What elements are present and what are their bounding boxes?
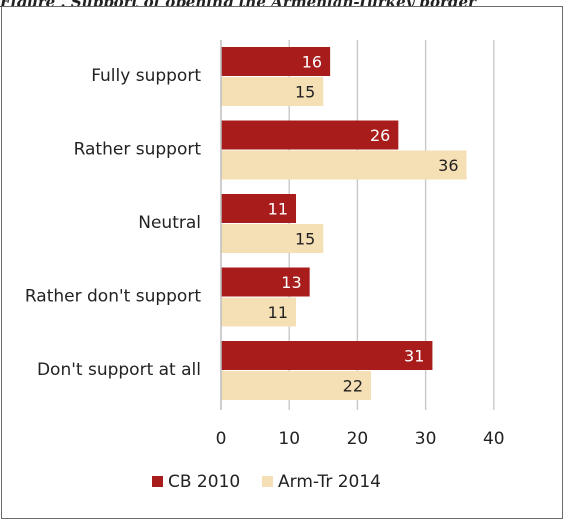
data-label-cb2010-0: 16 xyxy=(302,53,322,72)
bar-cb2010-2 xyxy=(221,194,297,223)
category-label-0: Fully support xyxy=(91,66,201,86)
data-label-cb2010-3: 13 xyxy=(281,273,301,292)
category-label-1: Rather support xyxy=(74,140,202,160)
legend-swatch-cb2010 xyxy=(152,476,163,487)
data-label-armtr2014-3: 11 xyxy=(268,303,288,322)
bar-cb2010-0 xyxy=(221,47,331,76)
bar-armtr2014-2 xyxy=(221,224,324,253)
data-label-armtr2014-2: 15 xyxy=(295,230,315,249)
data-label-cb2010-4: 31 xyxy=(404,347,424,366)
x-tick-label-40: 40 xyxy=(483,429,505,449)
category-label-2: Neutral xyxy=(138,213,201,233)
data-label-cb2010-1: 26 xyxy=(370,126,390,145)
bar-armtr2014-3 xyxy=(221,297,297,327)
legend-swatch-armtr2014 xyxy=(262,476,273,487)
bar-cb2010-1 xyxy=(221,120,399,150)
category-label-4: Don't support at all xyxy=(37,360,201,380)
bar-armtr2014-1 xyxy=(221,150,467,180)
category-label-3: Rather don't support xyxy=(25,287,201,307)
legend-label-cb2010: CB 2010 xyxy=(168,472,240,492)
data-label-armtr2014-0: 15 xyxy=(295,83,315,102)
data-label-armtr2014-1: 36 xyxy=(438,156,458,175)
x-tick-label-10: 10 xyxy=(278,429,300,449)
legend-label-armtr2014: Arm-Tr 2014 xyxy=(278,472,381,492)
bar-armtr2014-0 xyxy=(221,77,324,106)
bar-armtr2014-4 xyxy=(221,371,372,400)
x-tick-label-30: 30 xyxy=(415,429,437,449)
bar-cb2010-3 xyxy=(221,267,310,297)
data-label-cb2010-2: 11 xyxy=(268,200,288,219)
x-tick-label-0: 0 xyxy=(216,429,227,449)
figure-caption: Figure . Support of opening the Armenian… xyxy=(0,0,574,13)
x-tick-label-20: 20 xyxy=(347,429,369,449)
data-label-armtr2014-4: 22 xyxy=(343,377,363,396)
bar-cb2010-4 xyxy=(221,341,433,370)
